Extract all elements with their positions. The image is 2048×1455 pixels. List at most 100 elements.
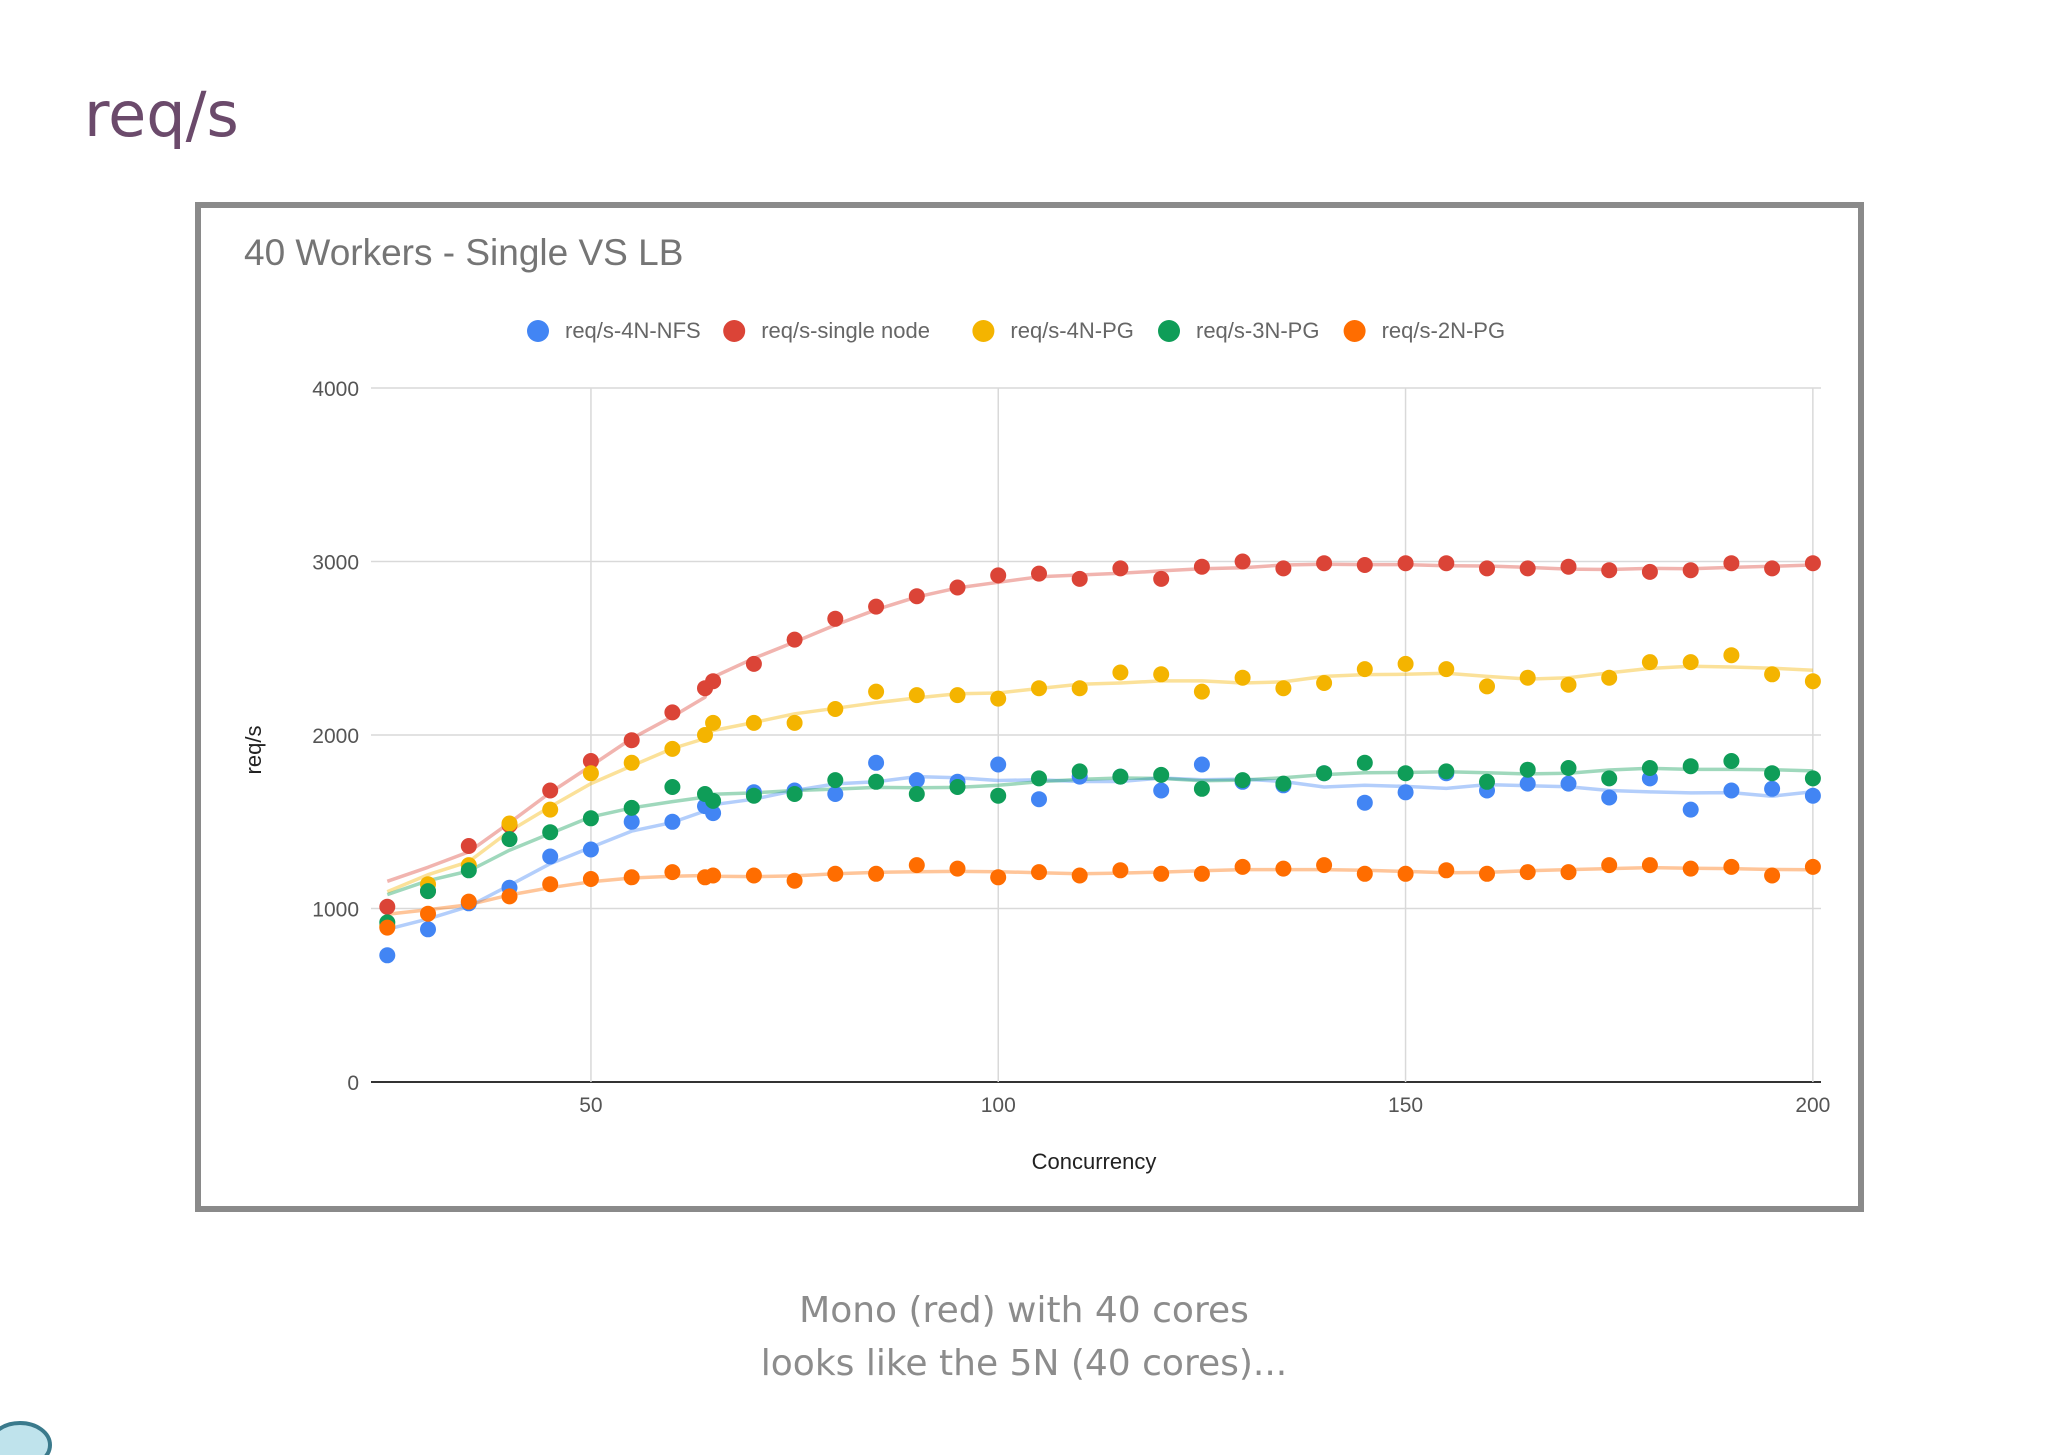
data-point [1682,562,1699,579]
trendline [387,865,1813,917]
data-point [1356,661,1373,678]
data-point [949,779,966,795]
data-point [582,871,599,887]
data-point [582,765,599,782]
data-point [1601,857,1618,874]
data-point [1397,555,1414,572]
data-point [1641,857,1658,874]
data-point [1112,664,1129,681]
data-point [664,740,681,757]
data-point [908,588,925,605]
caption-line-1: Mono (red) with 40 cores [799,1290,1249,1331]
data-point [1316,675,1333,691]
data-point [705,792,722,809]
data-point [623,799,640,816]
data-point [1193,780,1210,797]
data-point [1316,765,1333,782]
data-point [1316,857,1333,874]
data-point [379,919,396,936]
data-point [1112,862,1129,879]
tick-labels: 0 1000 2000 3000 4000 50 100 150 200 [312,378,1830,1117]
data-point [705,867,722,884]
data-point [705,714,722,731]
data-point [1519,669,1536,686]
data-point [1519,560,1536,577]
data-point [1112,560,1129,577]
data-point [1316,555,1333,572]
data-point [1804,770,1821,787]
legend-entry: req/s-2N-PG [1382,318,1505,343]
legend-entry: req/s-3N-PG [1196,318,1319,343]
data-points [379,553,1821,964]
y-tick-label: 1000 [312,899,359,922]
data-point [786,872,803,889]
data-point [1601,562,1618,579]
data-point [705,805,722,822]
y-tick-label: 0 [347,1072,359,1095]
legend-swatch [527,320,549,342]
data-point [460,893,477,910]
data-point [1641,760,1658,776]
data-point [1438,862,1455,879]
data-point [379,947,396,964]
data-point [990,787,1007,804]
data-point [990,869,1007,886]
data-point [1193,865,1210,882]
data-point [1560,775,1577,792]
data-point [1804,673,1821,690]
data-point [827,865,844,882]
data-point [542,782,559,799]
data-point [1723,782,1740,799]
legend-entry: req/s-single node [761,318,930,343]
data-point [420,883,436,900]
x-tick-label: 200 [1795,1094,1830,1117]
data-point [1723,555,1740,572]
data-point [501,888,518,905]
data-point [664,779,681,795]
x-tick-label: 150 [1388,1094,1423,1117]
y-tick-label: 3000 [312,552,359,575]
data-point [868,683,885,700]
data-point [542,824,559,841]
data-point [1682,860,1699,877]
data-point [1804,858,1821,875]
legend-swatch [723,320,746,342]
data-point [1519,761,1536,778]
data-point [1723,753,1740,769]
data-point [1112,768,1129,785]
data-point [868,865,885,882]
data-point [1479,865,1495,882]
data-point [1560,558,1577,575]
data-point [623,869,640,886]
data-point [827,786,844,802]
data-point [705,673,722,690]
data-point [379,898,396,915]
data-point [420,921,436,938]
data-point [1275,775,1292,792]
data-point [1193,756,1210,773]
data-point [697,727,713,743]
gridlines [371,387,1821,1083]
x-tick-label: 50 [579,1094,602,1117]
data-point [868,598,885,615]
data-point [420,905,436,922]
trendline [386,774,1814,931]
legend-entry: req/s-4N-NFS [565,318,701,343]
data-point [542,801,559,818]
data-point [1397,784,1414,801]
data-point [582,753,599,769]
data-point [1601,789,1618,806]
legend-entry: req/s-4N-PG [1010,318,1133,343]
data-point [1071,763,1088,780]
data-point [1193,683,1210,700]
legend-swatch [1158,320,1180,342]
data-point [745,655,762,672]
y-axis-label: req/s [241,726,266,775]
data-point [1193,558,1210,575]
data-point [1153,570,1170,587]
data-point [786,786,803,802]
data-point [501,815,518,832]
legend: req/s-4N-NFS req/s-single node req/s-4N-PG… [527,318,1505,343]
caption-line-2: looks like the 5N (40 cores)... [760,1343,1288,1384]
data-point [542,876,559,893]
